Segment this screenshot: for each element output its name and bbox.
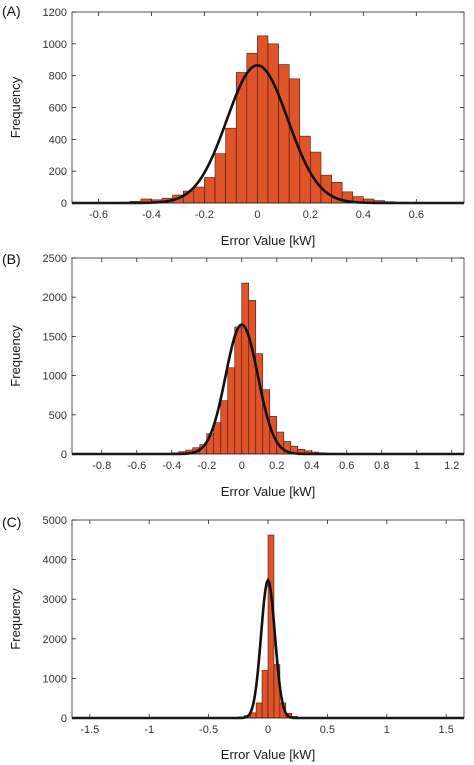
x-tick-label: 0: [239, 460, 245, 472]
y-tick-label: 2000: [43, 634, 67, 646]
histogram-bar: [267, 43, 279, 204]
histogram-bar: [234, 326, 243, 455]
y-axis-label: Frequency: [8, 588, 23, 650]
x-tick-label: 1: [414, 460, 420, 472]
panel-label: (C): [2, 514, 21, 530]
x-tick-label: 0.2: [303, 209, 318, 221]
histogram-bar: [246, 53, 258, 204]
y-tick-label: 1000: [43, 673, 67, 685]
y-tick-label: 1500: [43, 331, 67, 343]
x-tick-label: 0.6: [339, 460, 354, 472]
y-tick-label: 0: [61, 449, 67, 461]
x-tick-label: 1.5: [439, 724, 454, 736]
y-tick-label: 3000: [43, 594, 67, 606]
x-tick-label: 0.5: [320, 724, 335, 736]
x-tick-label: 1.2: [444, 460, 459, 472]
histogram-bar: [220, 400, 229, 455]
y-tick-label: 5000: [43, 515, 67, 527]
histogram-bar: [227, 367, 236, 455]
x-tick-label: 0: [254, 209, 260, 221]
histogram-bar: [193, 186, 205, 204]
axes-box: [71, 257, 465, 455]
panel-label: (A): [2, 3, 21, 19]
x-tick-label: 0.6: [409, 209, 424, 221]
x-axis-label: Error Value [kW]: [221, 484, 315, 499]
histogram-bar: [214, 153, 226, 204]
y-tick-label: 0: [61, 713, 67, 725]
x-tick-label: 1: [384, 724, 390, 736]
y-tick-label: 4000: [43, 555, 67, 567]
x-tick-label: -0.4: [162, 460, 181, 472]
histogram-bar: [257, 35, 269, 204]
histogram-bar: [261, 670, 269, 719]
histogram-bar: [278, 64, 290, 204]
y-tick-label: 0: [61, 198, 67, 210]
y-tick-label: 400: [49, 134, 67, 146]
panel-3: -1.5 -1 -0.5 0 0.5 1 1.5 0 1000 2000 3000 4000 5000 E…: [2, 514, 465, 762]
y-tick-label: 500: [49, 410, 67, 422]
x-tick-label: -0.6: [89, 209, 108, 221]
panel-2: -0.8 -0.6 -0.4 -0.2 0 0.2 0.4 0.6 0.8 1 1.2 0 500 100…: [2, 251, 465, 499]
panel-label: (B): [2, 251, 21, 267]
x-tick-label: -0.4: [142, 209, 161, 221]
x-tick-label: -1.5: [80, 724, 99, 736]
x-tick-label: -0.8: [92, 460, 111, 472]
panel-1: -0.6 -0.4 -0.2 0 0.2 0.4 0.6 0 200 400 600 800 1000 1…: [2, 3, 465, 248]
y-tick-label: 2000: [43, 292, 67, 304]
x-tick-label: 0.4: [356, 209, 371, 221]
histogram-bar: [225, 127, 237, 204]
y-axis-label: Frequency: [8, 325, 23, 387]
histogram-bar: [248, 300, 257, 455]
x-tick-label: 0.2: [269, 460, 284, 472]
y-tick-label: 600: [49, 103, 67, 115]
x-tick-label: -0.5: [199, 724, 218, 736]
y-tick-label: 800: [49, 71, 67, 83]
y-tick-label: 1000: [43, 371, 67, 383]
histogram-bar: [213, 422, 222, 455]
y-tick-label: 2500: [43, 253, 67, 265]
x-tick-label: 0.4: [304, 460, 319, 472]
histogram-bar: [255, 702, 263, 719]
x-tick-label: -0.2: [195, 209, 214, 221]
y-tick-label: 200: [49, 166, 67, 178]
x-axis-label: Error Value [kW]: [221, 747, 315, 762]
x-tick-label: 0.8: [374, 460, 389, 472]
x-tick-label: -0.6: [127, 460, 146, 472]
y-tick-label: 1000: [43, 39, 67, 51]
x-axis-label: Error Value [kW]: [221, 233, 315, 248]
x-tick-label: -0.2: [197, 460, 216, 472]
y-axis-label: Frequency: [8, 76, 23, 138]
histogram-bar: [204, 177, 216, 204]
x-tick-label: 0: [265, 724, 271, 736]
histogram-bar: [241, 282, 250, 455]
y-tick-label: 1200: [43, 7, 67, 19]
x-tick-label: -1: [144, 724, 154, 736]
